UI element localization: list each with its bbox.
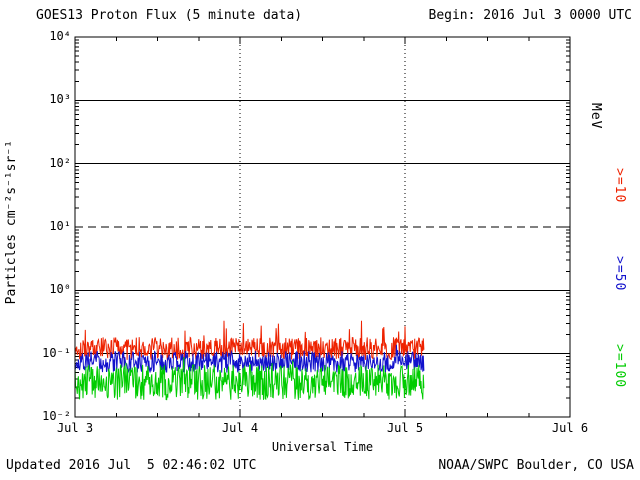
y-tick-label: 10¹ bbox=[49, 219, 71, 233]
y-tick-label: 10⁻¹ bbox=[42, 345, 71, 360]
source-credit: NOAA/SWPC Boulder, CO USA bbox=[438, 458, 634, 473]
y-tick-label: 10² bbox=[49, 155, 71, 170]
y-axis-label: Particles cm⁻²s⁻¹sr⁻¹ bbox=[4, 140, 19, 305]
legend-label-10: >=10 bbox=[612, 168, 627, 204]
updated-timestamp: Updated 2016 Jul 5 02:46:02 UTC bbox=[6, 458, 257, 473]
legend-label-100: >=100 bbox=[612, 344, 627, 389]
y-tick-label: 10³ bbox=[49, 92, 71, 107]
x-tick-label: Jul 3 bbox=[56, 421, 94, 435]
x-tick-label: Jul 4 bbox=[221, 421, 259, 435]
right-axis-unit-label: MeV bbox=[588, 103, 603, 130]
y-tick-label: 10⁰ bbox=[49, 282, 71, 297]
begin-timestamp: Begin: 2016 Jul 3 0000 UTC bbox=[428, 8, 633, 23]
chart-title: GOES13 Proton Flux (5 minute data) bbox=[36, 8, 303, 23]
y-tick-label: 10⁻² bbox=[42, 409, 71, 423]
legend-label-50: >=50 bbox=[612, 256, 627, 292]
x-tick-label: Jul 5 bbox=[386, 421, 424, 435]
y-tick-label: 10⁴ bbox=[49, 29, 71, 43]
x-tick-label: Jul 6 bbox=[551, 421, 589, 435]
x-axis-label: Universal Time bbox=[271, 440, 374, 454]
